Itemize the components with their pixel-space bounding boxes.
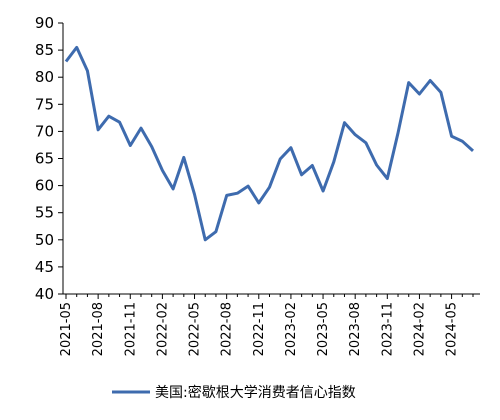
x-tick-label: 2023-05: [316, 302, 331, 356]
y-tick-label: 80: [35, 68, 54, 86]
y-tick-label: 90: [35, 14, 54, 32]
plot-area: [64, 45, 475, 242]
y-tick-label: 55: [35, 204, 54, 222]
x-tick-label: 2023-08: [348, 302, 363, 356]
y-tick-label: 70: [35, 122, 54, 140]
x-tick-label: 2021-11: [123, 302, 138, 356]
x-tick-label: 2022-11: [252, 302, 267, 356]
legend-label: 美国:密歇根大学消费者信心指数: [155, 384, 356, 401]
y-tick-label: 75: [35, 95, 54, 113]
y-tick-label: 50: [35, 231, 54, 249]
y-tick-label: 85: [35, 41, 54, 59]
x-tick-label: 2023-02: [284, 302, 299, 356]
x-tick-label: 2021-05: [59, 302, 74, 356]
y-tick-label: 40: [35, 285, 54, 303]
x-tick-label: 2022-05: [188, 302, 203, 356]
x-tick-label: 2021-08: [91, 302, 106, 356]
x-tick-label: 2024-05: [445, 302, 460, 356]
y-tick-label: 65: [35, 150, 54, 168]
x-tick-label: 2022-02: [155, 302, 170, 356]
x-tick-label: 2024-02: [412, 302, 427, 356]
legend: 美国:密歇根大学消费者信心指数: [112, 384, 356, 401]
y-axis: 40 45 50 55 60 65 70 75 80 85 90: [35, 14, 64, 303]
y-tick-label: 45: [35, 258, 54, 276]
series-line: [64, 45, 475, 242]
x-axis: 2021-05 2021-08 2021-11 2022-02 2022-05 2022-…: [59, 293, 480, 356]
x-tick-label: 2023-11: [380, 302, 395, 356]
y-tick-label: 60: [35, 177, 54, 195]
x-tick-label: 2022-08: [220, 302, 235, 356]
